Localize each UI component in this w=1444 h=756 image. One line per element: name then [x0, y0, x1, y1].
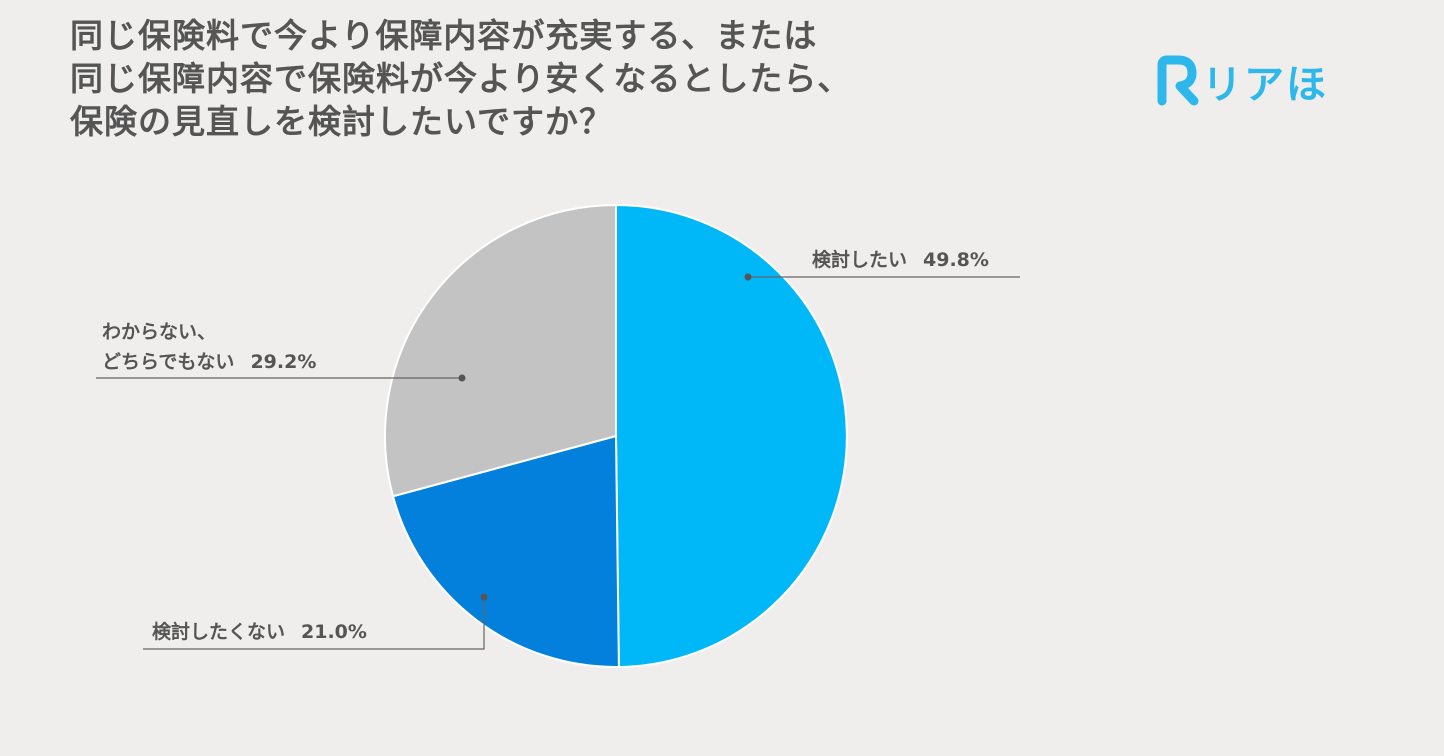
chart-title-line-2: 同じ保障内容で保険料が今より安くなるとしたら、 [70, 59, 852, 98]
slice-label-1-line-1: 検討したい 49.8% [812, 248, 989, 271]
brand-logo: リアほ [1156, 52, 1328, 110]
pie-slice-2 [391, 434, 620, 668]
leader-line-2 [143, 597, 485, 650]
leader-dot-1 [744, 273, 752, 281]
leader-dot-3 [458, 374, 466, 382]
pie-slice-3 [384, 203, 617, 498]
slice-label-3-line-1: わからない、 [102, 321, 216, 343]
slice-value-1: 49.8% [923, 249, 989, 271]
pie-slice-1 [615, 203, 848, 668]
chart-title-line-3: 保険の見直しを検討したいですか？ [70, 102, 614, 141]
logo-r-mark-icon [1157, 55, 1199, 106]
slice-value-3: 29.2% [250, 351, 316, 373]
leader-dot-2 [480, 593, 488, 601]
chart-title-line-1: 同じ保険料で今より保障内容が充実する、または [70, 16, 818, 55]
slice-value-2: 21.0% [301, 621, 367, 643]
chart-title: 同じ保険料で今より保障内容が充実する、または 同じ保障内容で保険料が今より安くな… [70, 14, 970, 143]
slice-label-3-line-2: どちらでもない 29.2% [102, 351, 316, 373]
logo-text: リアほ [1202, 62, 1328, 108]
slice-label-2-line-1: 検討したくない 21.0% [152, 620, 367, 643]
